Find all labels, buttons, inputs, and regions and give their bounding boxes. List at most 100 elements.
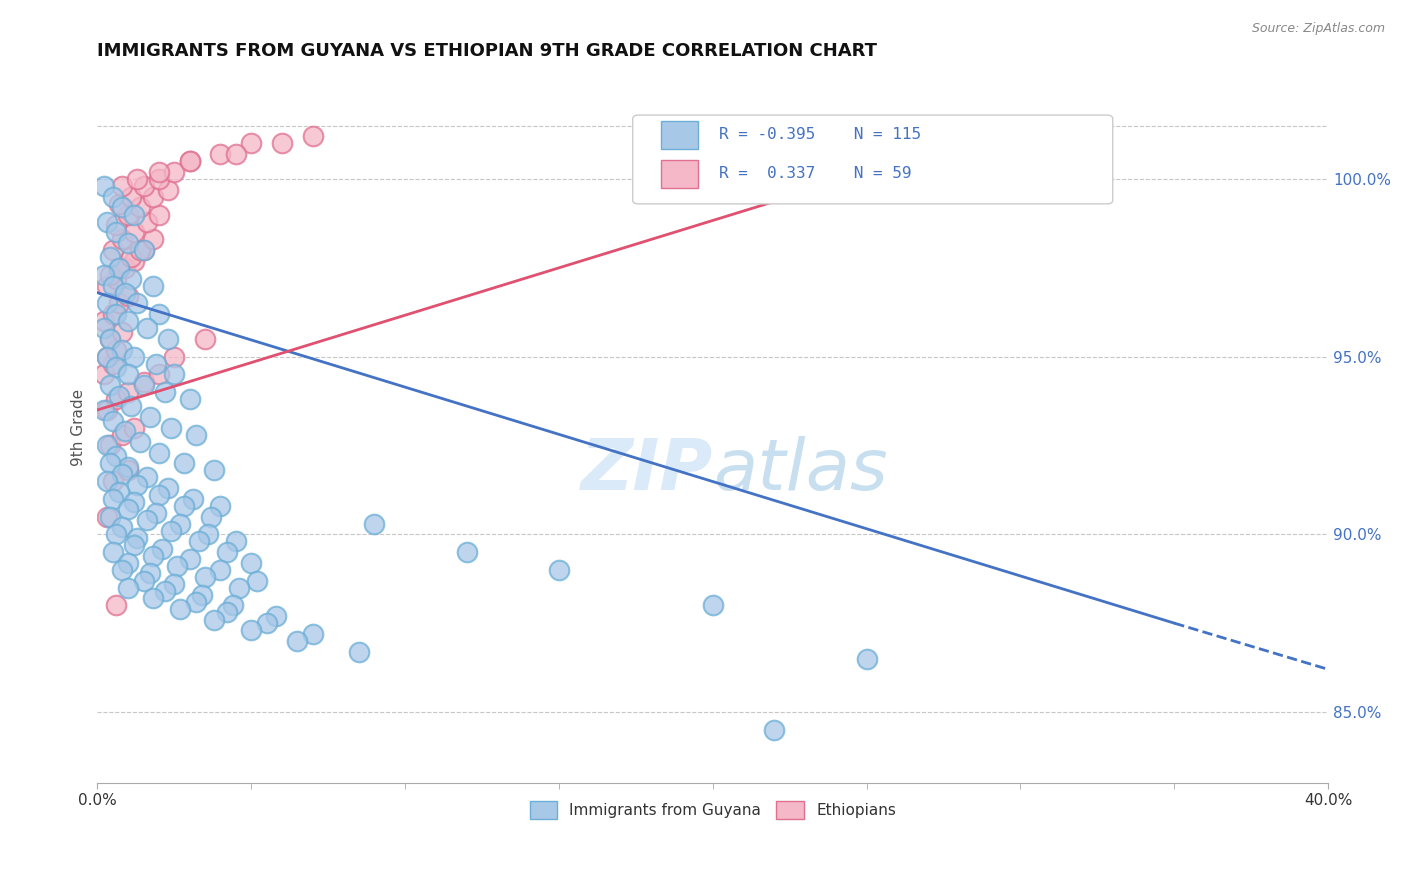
Point: [104, 225, 127, 239]
Point: [101, 307, 124, 321]
Point: [117, 208, 139, 222]
Point: [215, 545, 238, 559]
Text: R =  0.337    N = 59: R = 0.337 N = 59: [718, 166, 911, 181]
Point: [104, 392, 127, 407]
Point: [202, 463, 225, 477]
Point: [169, 516, 191, 531]
Point: [104, 527, 127, 541]
Point: [120, 400, 142, 414]
Point: [101, 357, 124, 371]
Point: [181, 491, 204, 506]
FancyBboxPatch shape: [633, 115, 1112, 204]
Point: [98, 438, 121, 452]
Point: [108, 296, 131, 310]
Point: [163, 165, 186, 179]
Point: [145, 357, 167, 371]
Legend: Immigrants from Guyana, Ethiopians: Immigrants from Guyana, Ethiopians: [523, 796, 903, 825]
Point: [98, 268, 121, 282]
Point: [117, 556, 139, 570]
Point: [132, 375, 155, 389]
Point: [197, 527, 219, 541]
Point: [702, 599, 724, 613]
Point: [111, 343, 134, 357]
Point: [96, 509, 118, 524]
Point: [111, 179, 134, 194]
Point: [96, 474, 118, 488]
Point: [117, 581, 139, 595]
Point: [96, 296, 118, 310]
Point: [93, 179, 115, 194]
Point: [93, 403, 115, 417]
Point: [135, 513, 157, 527]
Point: [150, 541, 173, 556]
Point: [135, 321, 157, 335]
Point: [142, 232, 165, 246]
Point: [104, 599, 127, 613]
Point: [111, 325, 134, 339]
Point: [763, 723, 786, 737]
Point: [301, 129, 323, 144]
Point: [138, 410, 160, 425]
Point: [124, 421, 146, 435]
Point: [173, 456, 195, 470]
Point: [855, 651, 877, 665]
Point: [104, 360, 127, 375]
Point: [101, 545, 124, 559]
Point: [456, 545, 478, 559]
Point: [117, 502, 139, 516]
Point: [202, 613, 225, 627]
Point: [148, 208, 170, 222]
Point: [363, 516, 385, 531]
Point: [160, 524, 183, 538]
Point: [124, 538, 146, 552]
Point: [256, 616, 278, 631]
Bar: [661, 160, 697, 187]
Point: [124, 208, 146, 222]
Point: [142, 278, 165, 293]
Point: [179, 552, 201, 566]
Point: [108, 260, 131, 275]
Point: [271, 136, 294, 151]
Point: [104, 343, 127, 357]
Point: [117, 289, 139, 303]
Point: [129, 243, 152, 257]
Point: [187, 534, 209, 549]
Point: [120, 250, 142, 264]
Point: [98, 509, 121, 524]
Point: [135, 470, 157, 484]
Point: [209, 147, 232, 161]
Point: [200, 509, 222, 524]
Point: [285, 634, 308, 648]
Point: [96, 278, 118, 293]
Point: [240, 624, 263, 638]
Point: [104, 307, 127, 321]
Point: [104, 271, 127, 285]
Point: [117, 368, 139, 382]
Point: [153, 385, 176, 400]
Point: [111, 563, 134, 577]
Point: [246, 574, 269, 588]
Point: [225, 147, 247, 161]
Point: [93, 321, 115, 335]
Point: [117, 385, 139, 400]
Point: [124, 225, 146, 239]
Point: [148, 307, 170, 321]
Point: [194, 570, 217, 584]
Point: [111, 232, 134, 246]
Point: [114, 285, 136, 300]
Point: [148, 368, 170, 382]
Point: [148, 445, 170, 459]
Point: [135, 214, 157, 228]
Point: [157, 183, 180, 197]
Point: [222, 599, 245, 613]
Point: [114, 260, 136, 275]
Point: [98, 250, 121, 264]
Point: [169, 602, 191, 616]
Point: [111, 520, 134, 534]
Point: [111, 467, 134, 481]
Point: [191, 588, 214, 602]
Point: [163, 350, 186, 364]
Point: [104, 218, 127, 232]
Text: R = -0.395    N = 115: R = -0.395 N = 115: [718, 128, 921, 143]
Point: [120, 190, 142, 204]
